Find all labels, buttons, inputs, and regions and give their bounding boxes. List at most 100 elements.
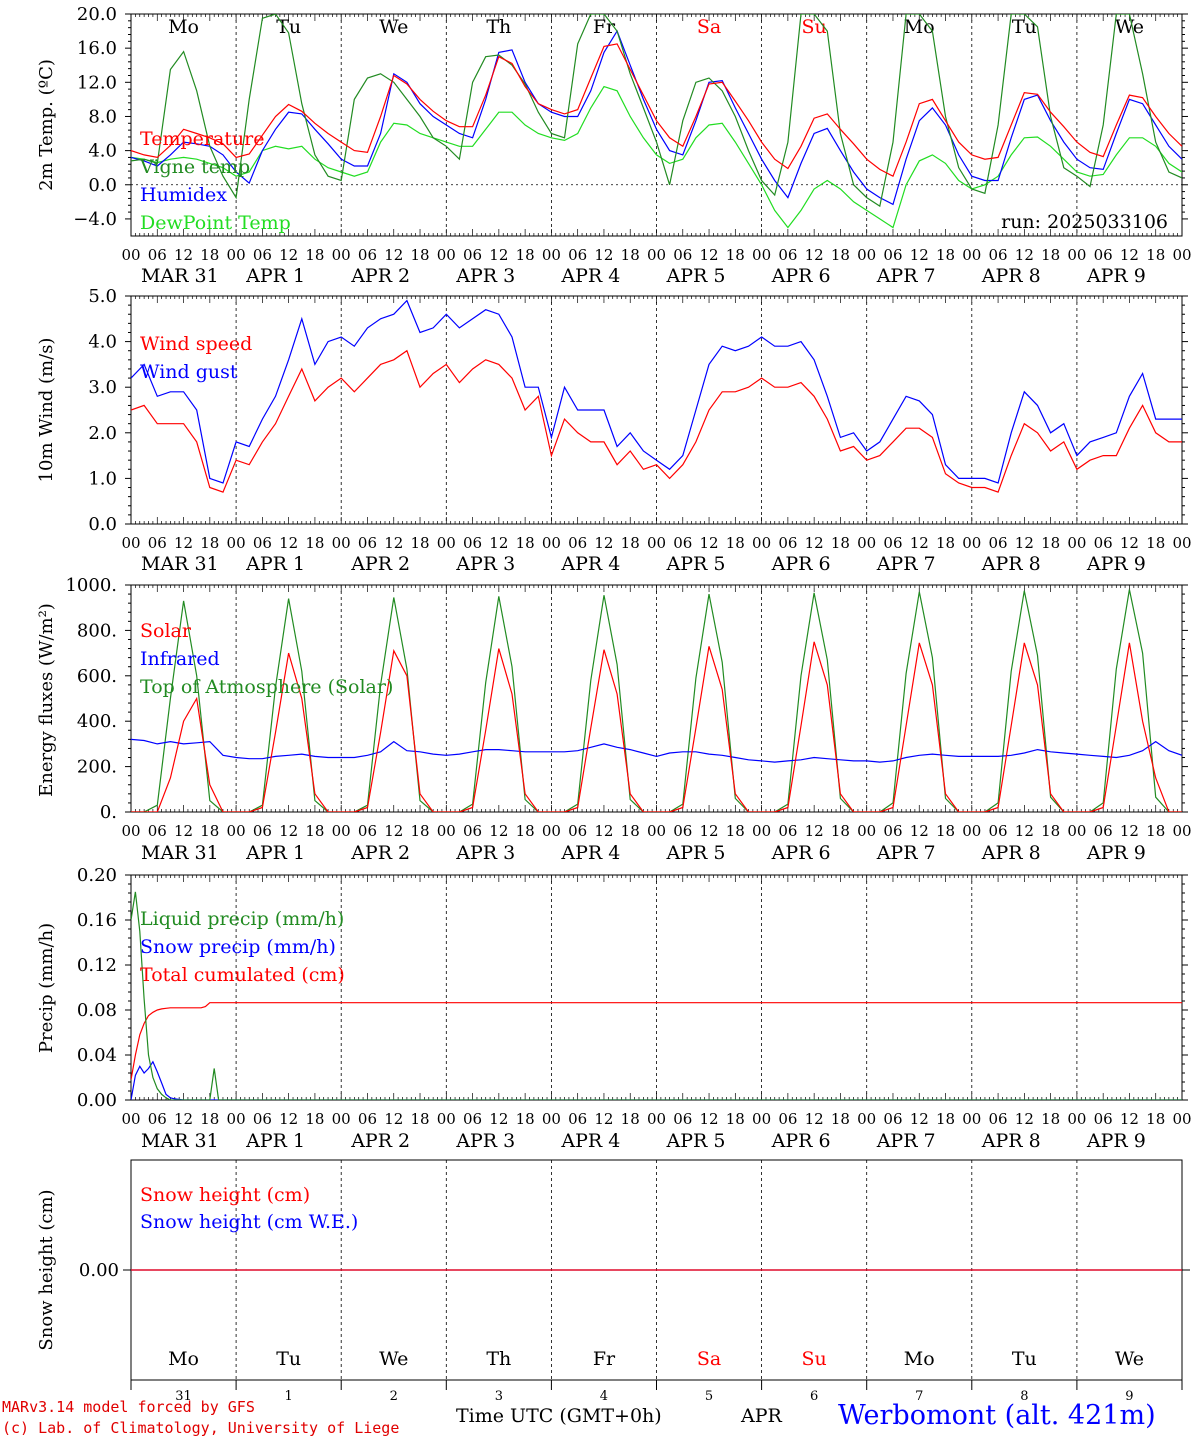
hour-label: 18: [726, 1110, 745, 1128]
series-line-dewpoint-temp: [131, 85, 1182, 229]
hour-label: 18: [936, 246, 955, 264]
hour-label: 06: [568, 246, 587, 264]
hour-label: 06: [568, 1110, 587, 1128]
hour-label: 06: [253, 246, 272, 264]
hour-label: 18: [1146, 822, 1165, 840]
y-tick-label: 0.12: [77, 955, 117, 976]
hour-label: 06: [1094, 246, 1113, 264]
legend-entry: Solar: [140, 620, 192, 642]
date-label: APR 1: [245, 1130, 305, 1152]
hour-label: 06: [883, 246, 902, 264]
hour-label: 12: [489, 822, 508, 840]
date-label: APR 9: [1086, 265, 1146, 287]
y-axis-title: 2m Temp. (ºC): [36, 59, 57, 191]
date-label: APR 1: [245, 265, 305, 287]
hour-label: 00: [752, 822, 771, 840]
hour-label: 12: [910, 534, 929, 552]
day-of-week: Su: [802, 16, 827, 38]
hour-label: 00: [121, 1110, 140, 1128]
hour-label: 18: [621, 822, 640, 840]
hour-label: 06: [148, 822, 167, 840]
day-number: 7: [915, 1389, 923, 1404]
hour-label: 06: [673, 1110, 692, 1128]
day-of-week: Tu: [1012, 16, 1037, 38]
y-tick-label: 400.: [77, 711, 117, 732]
hour-label: 12: [1120, 534, 1139, 552]
panel-5: 0.00 Snow height (cm) 31 Mo 1 Tu 2 We 3 Th 4 Fr 5 Sa 6…: [36, 1159, 1190, 1404]
date-label: MAR 31: [141, 842, 219, 864]
hour-label: 12: [279, 534, 298, 552]
hour-label: 00: [542, 822, 561, 840]
panel-2: 5.0 4.0 3.0 2.0 1.0 0.0 10m Wind (m/s) 00 06 12 18…: [36, 286, 1192, 575]
hour-label: 00: [227, 534, 246, 552]
day-of-week: Sa: [697, 16, 721, 38]
hour-label: 12: [174, 1110, 193, 1128]
y-tick-label: 600.: [77, 666, 117, 687]
hour-label: 18: [200, 534, 219, 552]
hour-label: 06: [148, 1110, 167, 1128]
day-of-week: Th: [486, 1348, 511, 1370]
series-line-snow-precip-mm-h-: [131, 1060, 1182, 1100]
month-label: APR: [741, 1405, 782, 1427]
y-tick-label: 200.: [77, 757, 117, 778]
day-number: 31: [175, 1389, 192, 1404]
y-tick-label: 1000.: [65, 575, 117, 596]
hour-label: 00: [1067, 822, 1086, 840]
day-of-week: Su: [802, 1348, 827, 1370]
hour-label: 06: [778, 1110, 797, 1128]
day-of-week: Sa: [697, 1348, 721, 1370]
hour-label: 12: [1015, 246, 1034, 264]
y-tick-label: 0.: [100, 802, 117, 823]
day-of-week: Tu: [276, 16, 301, 38]
hour-label: 00: [752, 1110, 771, 1128]
y-tick-label: 0.08: [77, 1000, 117, 1021]
hour-label: 06: [883, 1110, 902, 1128]
hour-label: 12: [1015, 1110, 1034, 1128]
hour-label: 18: [410, 534, 429, 552]
hour-label: 00: [542, 1110, 561, 1128]
hour-label: 18: [1041, 822, 1060, 840]
hour-label: 18: [1041, 246, 1060, 264]
hour-label: 18: [831, 1110, 850, 1128]
hour-label: 00: [962, 246, 981, 264]
hour-label: 00: [1172, 246, 1191, 264]
hour-label: 06: [673, 534, 692, 552]
hour-label: 00: [752, 246, 771, 264]
hour-label: 00: [227, 246, 246, 264]
hour-label: 00: [437, 534, 456, 552]
legend-entry: Temperature: [140, 128, 264, 150]
hour-label: 12: [279, 246, 298, 264]
date-label: APR 6: [771, 842, 831, 864]
hour-label: 06: [253, 822, 272, 840]
y-tick-label: 8.0: [88, 106, 117, 127]
series-line-liquid-precip-mm-h-: [131, 891, 1182, 1100]
hour-label: 12: [594, 1110, 613, 1128]
hour-label: 12: [805, 246, 824, 264]
date-label: APR 3: [455, 842, 515, 864]
hour-label: 18: [936, 1110, 955, 1128]
x-axis-title: Time UTC (GMT+0h): [456, 1405, 662, 1427]
hour-label: 12: [1015, 822, 1034, 840]
hour-label: 06: [463, 246, 482, 264]
hour-label: 18: [936, 534, 955, 552]
hour-label: 12: [594, 246, 613, 264]
series-line-wind-gust: [131, 299, 1182, 484]
date-label: APR 7: [876, 1130, 936, 1152]
y-axis-title: Precip (mm/h): [36, 923, 57, 1053]
hour-label: 00: [1172, 1110, 1191, 1128]
hour-label: 00: [1067, 534, 1086, 552]
hour-label: 00: [437, 1110, 456, 1128]
hour-label: 00: [857, 246, 876, 264]
date-label: APR 3: [455, 1130, 515, 1152]
hour-label: 06: [148, 246, 167, 264]
hour-label: 06: [358, 534, 377, 552]
hour-label: 18: [726, 246, 745, 264]
date-label: APR 6: [771, 1130, 831, 1152]
hour-label: 12: [279, 1110, 298, 1128]
day-of-week: We: [1115, 16, 1144, 38]
hour-label: 00: [121, 534, 140, 552]
date-label: APR 5: [666, 842, 726, 864]
legend-entry: Total cumulated (cm): [140, 964, 345, 986]
date-label: APR 6: [771, 553, 831, 575]
legend-entry: Humidex: [140, 184, 227, 206]
